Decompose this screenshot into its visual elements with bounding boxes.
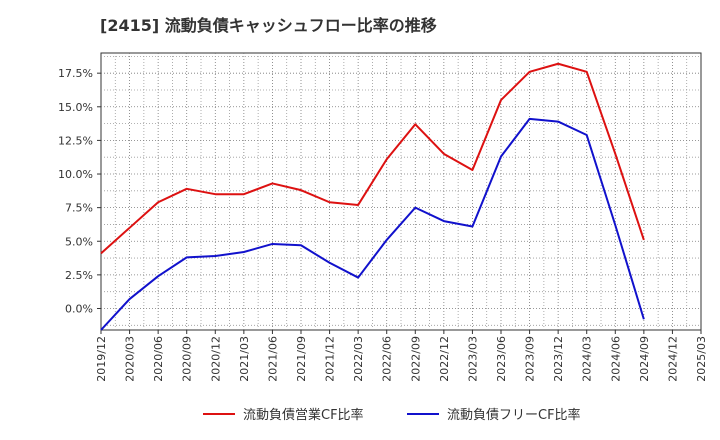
x-tick-label: 2021/03 <box>238 336 251 382</box>
legend: 流動負債営業CF比率 流動負債フリーCF比率 <box>203 407 581 423</box>
x-tick-label: 2023/03 <box>466 336 479 382</box>
legend-label-1: 流動負債営業CF比率 <box>243 407 364 423</box>
x-tick-label: 2019/12 <box>95 336 108 382</box>
x-axis-ticks: 2019/12 2020/03 2020/06 2020/09 2020/12 2021/… <box>95 330 708 382</box>
y-tick-label: 15.0% <box>58 101 93 114</box>
x-tick-label: 2022/06 <box>381 336 394 382</box>
y-axis-ticks: 0.0% 2.5% 5.0% 7.5% 10.0% 12.5% 15.0% 17.5% <box>58 67 101 315</box>
x-tick-label: 2021/12 <box>324 336 337 382</box>
x-tick-label: 2023/06 <box>495 336 508 382</box>
series-line-2 <box>100 117 645 331</box>
y-tick-label: 0.0% <box>65 302 93 315</box>
gridlines <box>101 53 701 330</box>
chart-title: [2415] 流動負債キャッシュフロー比率の推移 <box>100 16 437 35</box>
y-tick-label: 12.5% <box>58 134 93 147</box>
x-tick-label: 2020/06 <box>152 336 165 382</box>
x-tick-label: 2024/03 <box>581 336 594 382</box>
x-tick-label: 2024/09 <box>638 336 651 382</box>
x-tick-label: 2021/06 <box>266 336 279 382</box>
series-lines <box>100 62 645 331</box>
y-tick-label: 2.5% <box>65 269 93 282</box>
x-tick-label: 2020/09 <box>181 336 194 382</box>
y-tick-label: 5.0% <box>65 235 93 248</box>
legend-label-2: 流動負債フリーCF比率 <box>447 407 581 423</box>
x-tick-label: 2024/06 <box>609 336 622 382</box>
x-tick-label: 2022/03 <box>352 336 365 382</box>
series-line-1 <box>100 62 645 255</box>
x-tick-label: 2022/12 <box>438 336 451 382</box>
y-tick-label: 10.0% <box>58 168 93 181</box>
x-tick-label: 2020/03 <box>124 336 137 382</box>
x-tick-label: 2024/12 <box>666 336 679 382</box>
x-tick-label: 2020/12 <box>209 336 222 382</box>
x-tick-label: 2025/03 <box>695 336 708 382</box>
y-tick-label: 7.5% <box>65 202 93 215</box>
x-tick-label: 2021/09 <box>295 336 308 382</box>
x-tick-label: 2023/09 <box>524 336 537 382</box>
x-tick-label: 2022/09 <box>409 336 422 382</box>
x-tick-label: 2023/12 <box>552 336 565 382</box>
y-tick-label: 17.5% <box>58 67 93 80</box>
